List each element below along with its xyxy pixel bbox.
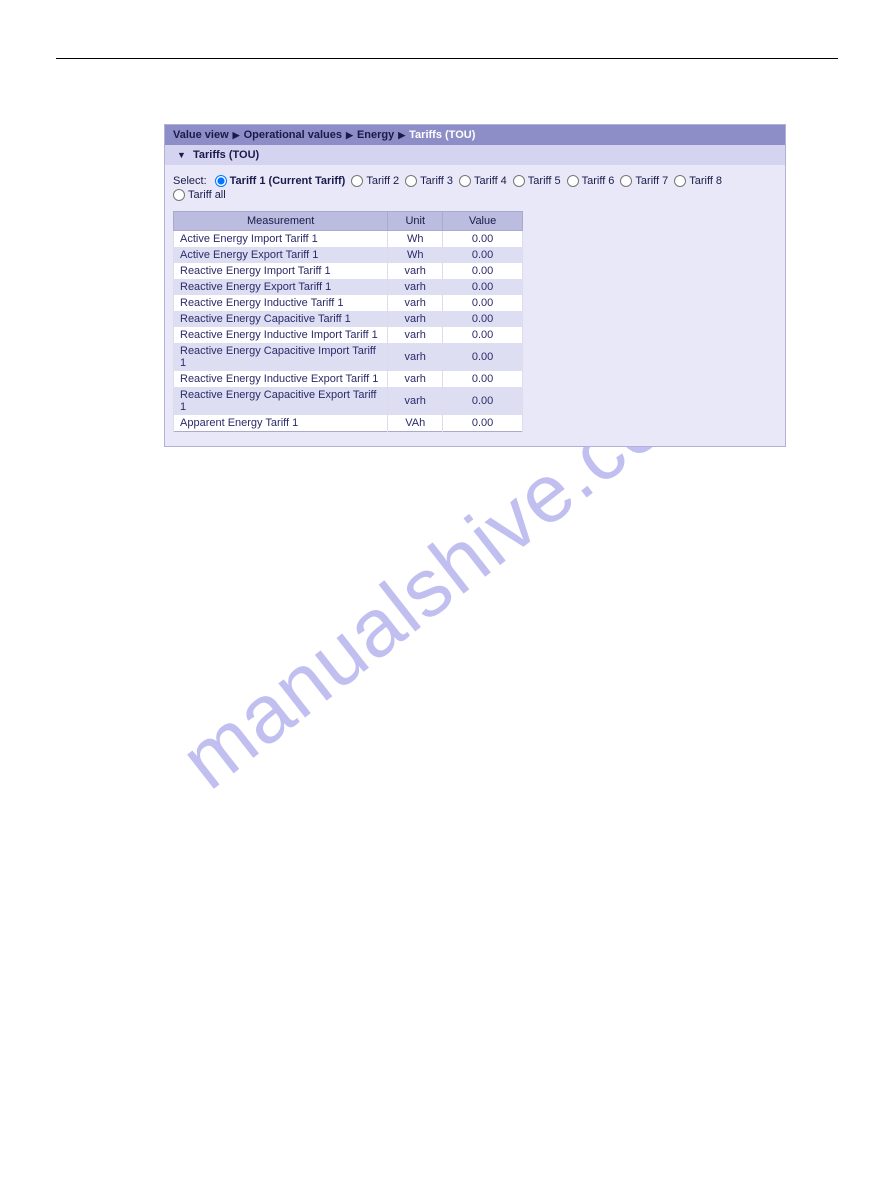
cell-unit: VAh xyxy=(388,415,443,432)
radio-label-tariff-all[interactable]: Tariff all xyxy=(188,189,226,201)
radio-label-tariff-7[interactable]: Tariff 7 xyxy=(635,175,668,187)
tariff-selector-row: Select: Tariff 1 (Current Tariff) Tariff… xyxy=(165,165,785,209)
measurements-table-wrap: Measurement Unit Value Active Energy Imp… xyxy=(165,209,785,446)
col-header-unit: Unit xyxy=(388,212,443,231)
table-row: Reactive Energy Inductive Tariff 1varh0.… xyxy=(174,295,523,311)
radio-tariff-7[interactable]: Tariff 7 xyxy=(620,175,668,187)
cell-unit: varh xyxy=(388,295,443,311)
cell-unit: varh xyxy=(388,279,443,295)
cell-unit: varh xyxy=(388,387,443,415)
radio-label-tariff-4[interactable]: Tariff 4 xyxy=(474,175,507,187)
measurements-tbody: Active Energy Import Tariff 1Wh0.00Activ… xyxy=(174,231,523,432)
radio-label-tariff-1[interactable]: Tariff 1 (Current Tariff) xyxy=(230,175,346,187)
cell-value: 0.00 xyxy=(443,311,523,327)
measurements-table: Measurement Unit Value Active Energy Imp… xyxy=(173,211,523,432)
collapse-icon: ▼ xyxy=(177,150,186,160)
table-row: Reactive Energy Import Tariff 1varh0.00 xyxy=(174,263,523,279)
cell-measurement: Active Energy Export Tariff 1 xyxy=(174,247,388,263)
cell-measurement: Reactive Energy Capacitive Tariff 1 xyxy=(174,311,388,327)
radio-label-tariff-3[interactable]: Tariff 3 xyxy=(420,175,453,187)
radio-input-tariff-5[interactable] xyxy=(513,175,525,187)
cell-value: 0.00 xyxy=(443,327,523,343)
table-row: Active Energy Import Tariff 1Wh0.00 xyxy=(174,231,523,248)
cell-measurement: Reactive Energy Export Tariff 1 xyxy=(174,279,388,295)
radio-label-tariff-8[interactable]: Tariff 8 xyxy=(689,175,722,187)
col-header-measurement: Measurement xyxy=(174,212,388,231)
cell-value: 0.00 xyxy=(443,343,523,371)
cell-unit: Wh xyxy=(388,247,443,263)
cell-measurement: Apparent Energy Tariff 1 xyxy=(174,415,388,432)
cell-unit: Wh xyxy=(388,231,443,248)
cell-unit: varh xyxy=(388,343,443,371)
cell-measurement: Reactive Energy Capacitive Import Tariff… xyxy=(174,343,388,371)
radio-tariff-5[interactable]: Tariff 5 xyxy=(513,175,561,187)
table-row: Reactive Energy Export Tariff 1varh0.00 xyxy=(174,279,523,295)
radio-tariff-all[interactable]: Tariff all xyxy=(173,189,226,201)
radio-input-tariff-7[interactable] xyxy=(620,175,632,187)
cell-measurement: Reactive Energy Capacitive Export Tariff… xyxy=(174,387,388,415)
section-title: Tariffs (TOU) xyxy=(193,149,259,161)
cell-measurement: Reactive Energy Inductive Tariff 1 xyxy=(174,295,388,311)
table-row: Reactive Energy Inductive Import Tariff … xyxy=(174,327,523,343)
radio-tariff-3[interactable]: Tariff 3 xyxy=(405,175,453,187)
radio-input-tariff-3[interactable] xyxy=(405,175,417,187)
chevron-right-icon: ▶ xyxy=(398,130,405,141)
cell-measurement: Reactive Energy Inductive Import Tariff … xyxy=(174,327,388,343)
radio-input-tariff-2[interactable] xyxy=(351,175,363,187)
col-header-value: Value xyxy=(443,212,523,231)
page-top-rule xyxy=(56,58,838,59)
radio-tariff-6[interactable]: Tariff 6 xyxy=(567,175,615,187)
table-header-row: Measurement Unit Value xyxy=(174,212,523,231)
radio-input-tariff-8[interactable] xyxy=(674,175,686,187)
radio-input-tariff-1[interactable] xyxy=(215,175,227,187)
cell-value: 0.00 xyxy=(443,295,523,311)
cell-measurement: Active Energy Import Tariff 1 xyxy=(174,231,388,248)
cell-unit: varh xyxy=(388,327,443,343)
cell-value: 0.00 xyxy=(443,387,523,415)
cell-value: 0.00 xyxy=(443,231,523,248)
chevron-right-icon: ▶ xyxy=(346,130,353,141)
table-row: Reactive Energy Inductive Export Tariff … xyxy=(174,371,523,387)
radio-label-tariff-2[interactable]: Tariff 2 xyxy=(366,175,399,187)
tariffs-panel: Value view ▶ Operational values ▶ Energy… xyxy=(164,124,786,447)
table-row: Reactive Energy Capacitive Import Tariff… xyxy=(174,343,523,371)
breadcrumb-item-energy[interactable]: Energy xyxy=(357,129,394,141)
select-label: Select: xyxy=(173,175,207,187)
cell-unit: varh xyxy=(388,311,443,327)
table-row: Reactive Energy Capacitive Export Tariff… xyxy=(174,387,523,415)
radio-tariff-4[interactable]: Tariff 4 xyxy=(459,175,507,187)
cell-measurement: Reactive Energy Import Tariff 1 xyxy=(174,263,388,279)
section-header-tariffs[interactable]: ▼ Tariffs (TOU) xyxy=(165,145,785,165)
radio-input-tariff-all[interactable] xyxy=(173,189,185,201)
cell-unit: varh xyxy=(388,371,443,387)
radio-label-tariff-6[interactable]: Tariff 6 xyxy=(582,175,615,187)
table-row: Apparent Energy Tariff 1VAh0.00 xyxy=(174,415,523,432)
cell-value: 0.00 xyxy=(443,371,523,387)
cell-unit: varh xyxy=(388,263,443,279)
radio-input-tariff-6[interactable] xyxy=(567,175,579,187)
radio-tariff-8[interactable]: Tariff 8 xyxy=(674,175,722,187)
chevron-right-icon: ▶ xyxy=(233,130,240,141)
radio-tariff-1[interactable]: Tariff 1 (Current Tariff) xyxy=(215,175,346,187)
breadcrumb-item-value-view[interactable]: Value view xyxy=(173,129,229,141)
table-row: Active Energy Export Tariff 1Wh0.00 xyxy=(174,247,523,263)
cell-value: 0.00 xyxy=(443,247,523,263)
radio-input-tariff-4[interactable] xyxy=(459,175,471,187)
breadcrumb-item-tariffs[interactable]: Tariffs (TOU) xyxy=(409,129,475,141)
breadcrumb: Value view ▶ Operational values ▶ Energy… xyxy=(165,125,785,145)
cell-value: 0.00 xyxy=(443,279,523,295)
cell-value: 0.00 xyxy=(443,263,523,279)
cell-measurement: Reactive Energy Inductive Export Tariff … xyxy=(174,371,388,387)
radio-tariff-2[interactable]: Tariff 2 xyxy=(351,175,399,187)
table-row: Reactive Energy Capacitive Tariff 1varh0… xyxy=(174,311,523,327)
radio-label-tariff-5[interactable]: Tariff 5 xyxy=(528,175,561,187)
breadcrumb-item-operational-values[interactable]: Operational values xyxy=(244,129,342,141)
cell-value: 0.00 xyxy=(443,415,523,432)
